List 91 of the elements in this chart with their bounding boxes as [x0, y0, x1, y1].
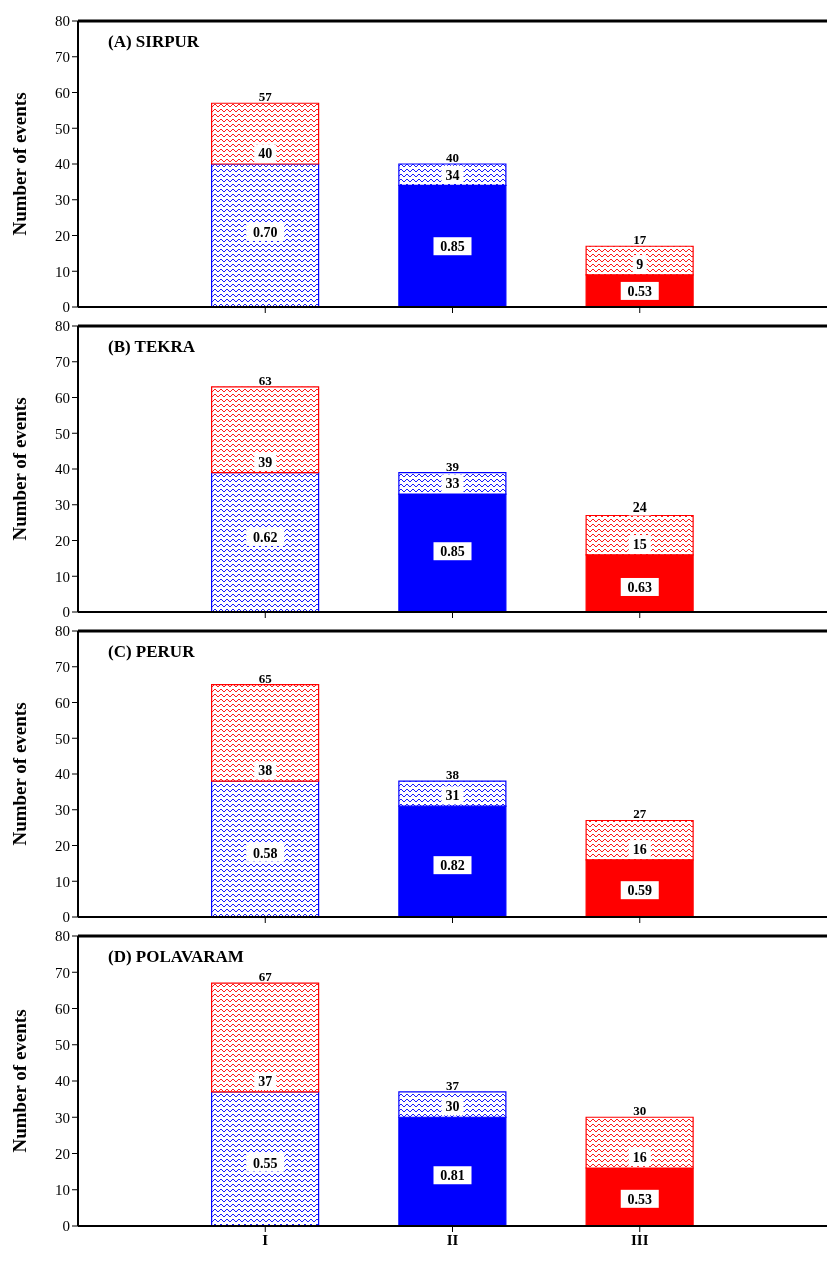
y-tick-label: 20	[55, 1145, 70, 1162]
x-tick-label: I	[262, 1231, 269, 1248]
y-tick-label: 70	[55, 49, 70, 66]
y-tick-label: 50	[55, 120, 70, 137]
bar	[211, 163, 320, 307]
total-label: 38	[446, 767, 460, 783]
total-label: 27	[633, 806, 647, 822]
y-tick-label: 50	[55, 425, 70, 442]
y-tick-label: 30	[55, 1109, 70, 1126]
y-axis-title: Number of events	[8, 1009, 30, 1153]
annotation: 34	[445, 167, 460, 183]
annotation: 0.85	[440, 239, 465, 255]
y-axis-title: Number of events	[8, 702, 30, 846]
annotation: 0.53	[627, 283, 652, 299]
annotation: 0.53	[627, 1191, 652, 1207]
bar	[211, 102, 320, 165]
annotation: 38	[258, 763, 273, 779]
annotation: 30	[445, 1099, 460, 1115]
bar	[211, 982, 320, 1093]
annotation: 15	[632, 537, 647, 553]
y-tick-label: 0	[62, 1218, 70, 1235]
bar	[211, 386, 320, 474]
y-tick-label: 0	[62, 604, 70, 621]
y-tick-label: 30	[55, 802, 70, 819]
annotation: 0.85	[440, 544, 465, 560]
annotation: 33	[445, 476, 460, 492]
total-label: 37	[446, 1077, 460, 1093]
text: (C) PERUR	[108, 642, 195, 662]
total-label: 57	[258, 89, 273, 105]
annotation: 0.82	[440, 858, 465, 874]
y-tick-label: 40	[55, 766, 70, 783]
y-tick-label: 70	[55, 964, 70, 981]
y-tick-label: 50	[55, 1037, 70, 1054]
total-label: 65	[258, 670, 273, 686]
annotation: 0.58	[253, 845, 278, 861]
y-tick-label: 50	[55, 730, 70, 747]
y-tick-label: 60	[55, 694, 70, 711]
y-tick-label: 80	[55, 318, 70, 335]
y-tick-label: 80	[55, 623, 70, 640]
total-label: 40	[446, 150, 459, 165]
annotation: 40	[258, 146, 273, 162]
y-tick-label: 10	[55, 568, 70, 585]
text: (B) TEKRA	[108, 337, 196, 357]
y-tick-label: 10	[55, 263, 70, 280]
y-tick-label: 40	[55, 1073, 70, 1090]
annotation: 9	[636, 257, 644, 273]
y-tick-label: 20	[55, 532, 70, 549]
annotation: 0.62	[253, 529, 278, 545]
y-tick-label: 40	[55, 156, 70, 173]
annotation: 0.81	[440, 1168, 465, 1184]
y-tick-label: 20	[55, 227, 70, 244]
y-tick-label: 80	[55, 928, 70, 945]
annotation: 0.63	[627, 579, 652, 595]
total-label: 30	[633, 1103, 647, 1119]
annotation: 37	[258, 1074, 273, 1089]
total-label: 63	[258, 372, 273, 388]
text: (A) SIRPUR	[108, 32, 200, 52]
annotation: 39	[258, 454, 273, 470]
annotation: 0.55	[253, 1155, 278, 1171]
y-tick-label: 0	[62, 909, 70, 926]
y-tick-label: 20	[55, 837, 70, 854]
bar	[211, 1091, 320, 1226]
annotation: 31	[445, 788, 460, 804]
text: (D) POLAVARAM	[108, 947, 244, 967]
y-tick-label: 70	[55, 354, 70, 371]
total-label: 67	[258, 969, 273, 985]
x-tick-label: III	[630, 1231, 649, 1248]
bar	[211, 471, 320, 612]
y-tick-label: 0	[62, 299, 70, 316]
x-tick-label: II	[446, 1231, 459, 1248]
bar	[211, 780, 320, 917]
y-tick-label: 80	[55, 13, 70, 30]
y-axis-title: Number of events	[8, 92, 30, 236]
annotation: 0.70	[253, 224, 278, 240]
y-tick-label: 40	[55, 461, 70, 478]
y-tick-label: 60	[55, 84, 70, 101]
y-tick-label: 10	[55, 1182, 70, 1199]
y-axis-title: Number of events	[8, 397, 30, 541]
y-tick-label: 30	[55, 192, 70, 209]
annotation: 16	[632, 1150, 647, 1166]
total-label: 17	[633, 232, 647, 248]
annotation: 24	[632, 499, 647, 515]
y-tick-label: 30	[55, 497, 70, 514]
y-tick-label: 60	[55, 389, 70, 406]
bar	[211, 684, 320, 782]
y-tick-label: 70	[55, 659, 70, 676]
y-tick-label: 60	[55, 1000, 70, 1017]
y-tick-label: 10	[55, 873, 70, 890]
annotation: 0.59	[627, 883, 652, 899]
annotation: 16	[632, 842, 647, 858]
total-label: 39	[446, 458, 460, 474]
